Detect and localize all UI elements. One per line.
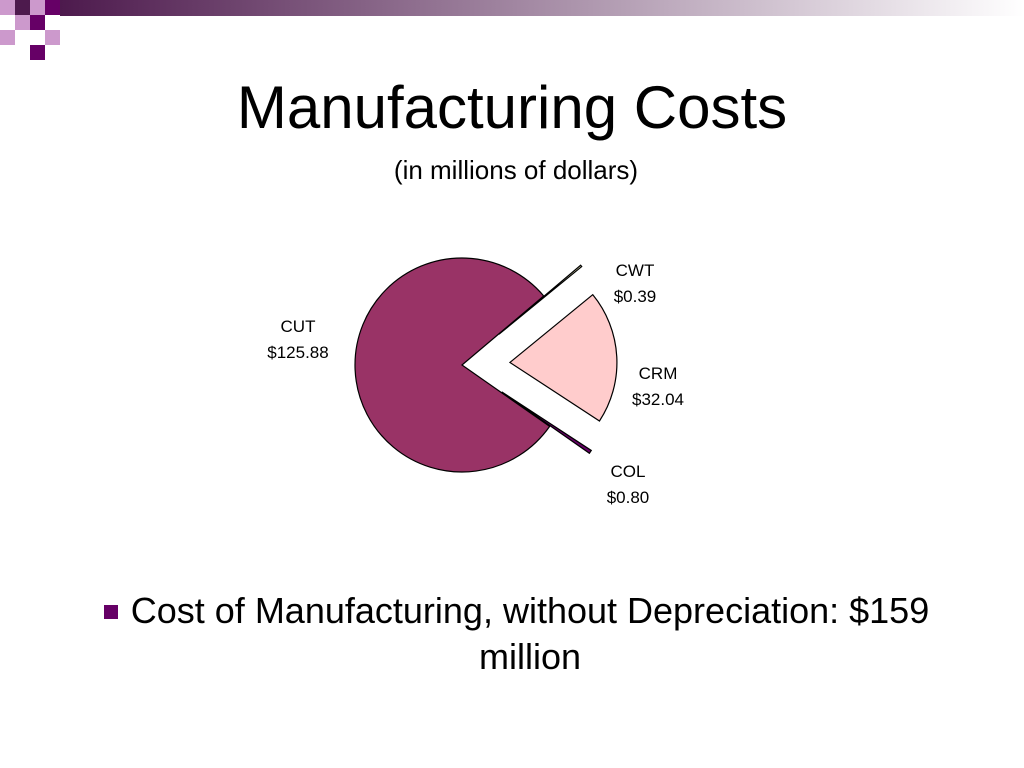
chart-title: Manufacturing Costs xyxy=(237,74,787,141)
bullet-marker xyxy=(104,605,118,619)
slice-value-label: $125.88 xyxy=(267,343,328,362)
pie-slice xyxy=(498,264,583,335)
slice-category-label: CUT xyxy=(281,317,316,336)
slice-value-label: $32.04 xyxy=(632,390,684,409)
pie-slice xyxy=(354,257,551,473)
slice-value-label: $0.80 xyxy=(607,488,650,507)
slice-category-label: CWT xyxy=(616,261,655,280)
pie-slice xyxy=(501,391,593,455)
slice-category-label: CRM xyxy=(639,364,678,383)
chart-subtitle: (in millions of dollars) xyxy=(394,155,638,185)
pie-slice xyxy=(508,293,618,422)
slice-value-label: $0.39 xyxy=(614,287,657,306)
slice-category-label: COL xyxy=(611,462,646,481)
bullet-text: Cost of Manufacturing, without Depreciat… xyxy=(130,590,930,677)
corner-decoration xyxy=(0,0,1024,60)
